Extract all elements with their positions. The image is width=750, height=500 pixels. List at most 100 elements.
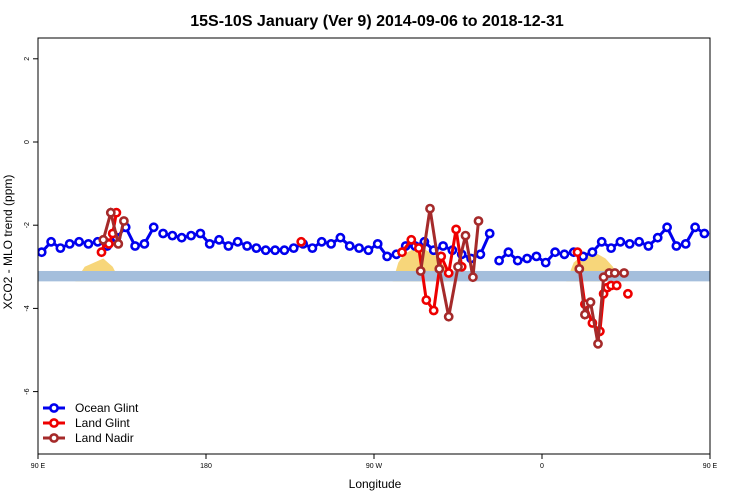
legend-label: Land Nadir [75, 431, 134, 445]
data-point-ocean-glint [699, 228, 710, 239]
data-point-ocean-glint [540, 257, 551, 268]
data-point-ocean-glint [335, 232, 346, 243]
data-point-ocean-glint [204, 238, 215, 249]
data-point-ocean-glint [372, 238, 383, 249]
x-tick-label: 90 E [703, 463, 718, 470]
legend-label: Ocean Glint [75, 401, 139, 415]
data-point-ocean-glint [624, 238, 635, 249]
data-point-land-glint [96, 247, 107, 258]
data-point-ocean-glint [690, 222, 700, 233]
data-point-land-nadir [467, 272, 478, 283]
data-point-ocean-glint [606, 243, 616, 253]
data-point-ocean-glint [531, 251, 542, 262]
data-point-ocean-glint [484, 228, 495, 239]
data-point-land-glint [623, 288, 633, 299]
data-point-ocean-glint [260, 245, 271, 256]
series-ocean-glint [38, 222, 710, 268]
data-point-land-glint [296, 236, 307, 247]
legend-item-land-nadir: Land Nadir [43, 431, 134, 445]
data-point-ocean-glint [74, 236, 84, 247]
data-point-land-nadir [443, 311, 454, 322]
data-point-land-nadir [574, 263, 585, 274]
data-point-ocean-glint [148, 222, 159, 233]
data-point-ocean-glint [354, 243, 364, 253]
data-point-land-glint [397, 247, 407, 258]
reference-band [38, 270, 710, 282]
data-point-ocean-glint [363, 245, 374, 256]
x-tick-label: 90 E [31, 463, 46, 470]
legend-label: Land Glint [75, 416, 130, 430]
data-point-ocean-glint [671, 241, 682, 251]
data-point-ocean-glint [512, 255, 523, 266]
data-point-ocean-glint [550, 247, 560, 258]
data-point-ocean-glint [38, 247, 47, 258]
data-point-land-nadir [105, 207, 116, 218]
data-point-land-nadir [619, 268, 629, 278]
data-point-land-glint [451, 224, 461, 235]
data-point-land-nadir [415, 266, 426, 276]
y-tick-label: -6 [24, 388, 31, 394]
data-point-land-nadir [434, 263, 445, 274]
x-tick-label: 90 W [366, 463, 383, 470]
data-point-ocean-glint [130, 241, 140, 251]
data-point-land-nadir [580, 309, 590, 320]
data-point-ocean-glint [494, 255, 504, 266]
data-point-land-nadir [425, 203, 435, 214]
y-tick-label: -2 [24, 222, 31, 228]
y-axis-label: XCO2 - MLO trend (ppm) [1, 175, 15, 310]
data-point-ocean-glint [158, 228, 168, 239]
data-point-ocean-glint [559, 249, 570, 260]
data-point-ocean-glint [438, 241, 448, 251]
data-point-ocean-glint [83, 238, 94, 249]
y-tick-label: 0 [24, 140, 31, 144]
series-group [38, 203, 710, 349]
series-land-nadir [98, 203, 629, 349]
data-point-ocean-glint [270, 245, 280, 256]
data-point-land-nadir [453, 261, 463, 272]
data-point-land-nadir [609, 268, 620, 278]
data-point-ocean-glint [279, 245, 290, 256]
data-point-land-glint [406, 234, 417, 245]
data-point-ocean-glint [186, 230, 196, 241]
data-point-ocean-glint [652, 232, 663, 243]
data-point-ocean-glint [55, 243, 66, 253]
y-tick-label: -4 [24, 305, 31, 311]
data-point-land-nadir [473, 216, 484, 226]
data-point-land-glint [611, 280, 622, 291]
legend-item-ocean-glint: Ocean Glint [43, 401, 139, 415]
chart-title: 15S-10S January (Ver 9) 2014-09-06 to 20… [190, 13, 564, 30]
data-point-ocean-glint [680, 238, 691, 249]
data-point-land-glint [443, 268, 454, 278]
data-point-ocean-glint [634, 236, 644, 247]
data-point-ocean-glint [251, 243, 262, 253]
data-point-ocean-glint [326, 238, 336, 249]
data-point-land-nadir [113, 238, 124, 249]
data-point-ocean-glint [195, 228, 206, 239]
data-point-ocean-glint [643, 241, 654, 251]
data-point-ocean-glint [139, 238, 150, 249]
series-line-land-nadir [101, 206, 625, 345]
data-point-ocean-glint [223, 241, 234, 251]
data-point-ocean-glint [316, 236, 327, 247]
data-point-ocean-glint [344, 241, 355, 251]
x-axis-label: Longitude [349, 477, 402, 491]
data-point-land-nadir [460, 230, 471, 241]
data-point-ocean-glint [176, 232, 187, 243]
data-point-land-nadir [585, 297, 596, 308]
x-tick-label: 180 [200, 463, 212, 470]
data-point-ocean-glint [64, 238, 75, 249]
data-point-land-glint [428, 305, 439, 316]
data-point-ocean-glint [214, 234, 224, 245]
data-point-ocean-glint [167, 230, 178, 241]
data-point-ocean-glint [307, 243, 318, 253]
data-point-ocean-glint [232, 236, 243, 247]
data-point-land-nadir [119, 216, 129, 226]
data-point-land-glint [572, 247, 583, 258]
x-axis: 90 E 180 90 W 0 90 E [31, 454, 718, 470]
legend-marker [49, 403, 59, 413]
data-point-ocean-glint [503, 247, 514, 258]
data-point-land-glint [421, 295, 432, 305]
y-tick-label: 2 [24, 57, 31, 61]
